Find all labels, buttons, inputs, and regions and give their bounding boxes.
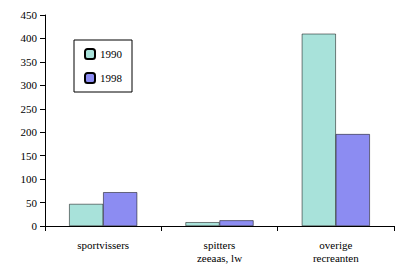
- svg-text:300: 300: [21, 79, 38, 91]
- svg-text:450: 450: [21, 9, 38, 21]
- svg-text:350: 350: [21, 56, 38, 68]
- svg-text:1998: 1998: [100, 72, 123, 84]
- svg-text:400: 400: [21, 32, 38, 44]
- svg-text:recreanten: recreanten: [313, 252, 359, 264]
- svg-text:50: 50: [26, 197, 38, 209]
- svg-text:overige: overige: [319, 239, 352, 251]
- svg-text:100: 100: [21, 173, 38, 185]
- svg-text:spitters: spitters: [204, 239, 236, 251]
- svg-text:250: 250: [21, 103, 38, 115]
- svg-text:zeeaas, lw: zeeaas, lw: [197, 252, 242, 264]
- svg-text:200: 200: [21, 126, 38, 138]
- svg-text:1990: 1990: [100, 48, 123, 60]
- svg-text:150: 150: [21, 150, 38, 162]
- svg-text:sportvissers: sportvissers: [77, 239, 129, 251]
- svg-text:0: 0: [32, 220, 38, 232]
